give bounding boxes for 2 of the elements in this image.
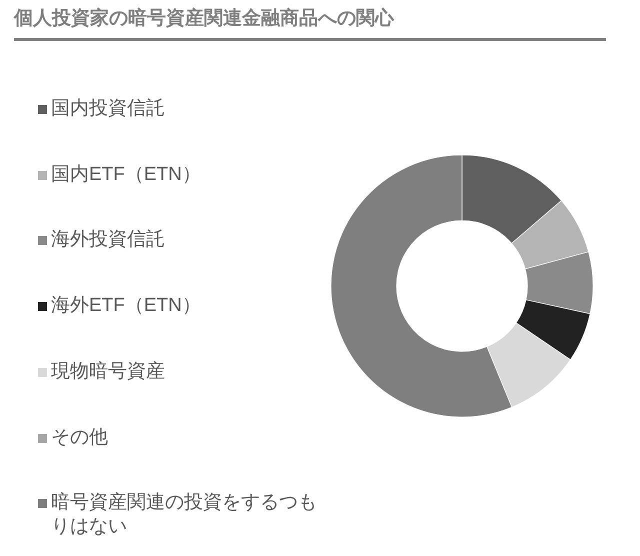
legend-label: その他 [51,426,108,450]
title: 個人投資家の暗号資産関連金融商品への関心 [14,6,606,41]
